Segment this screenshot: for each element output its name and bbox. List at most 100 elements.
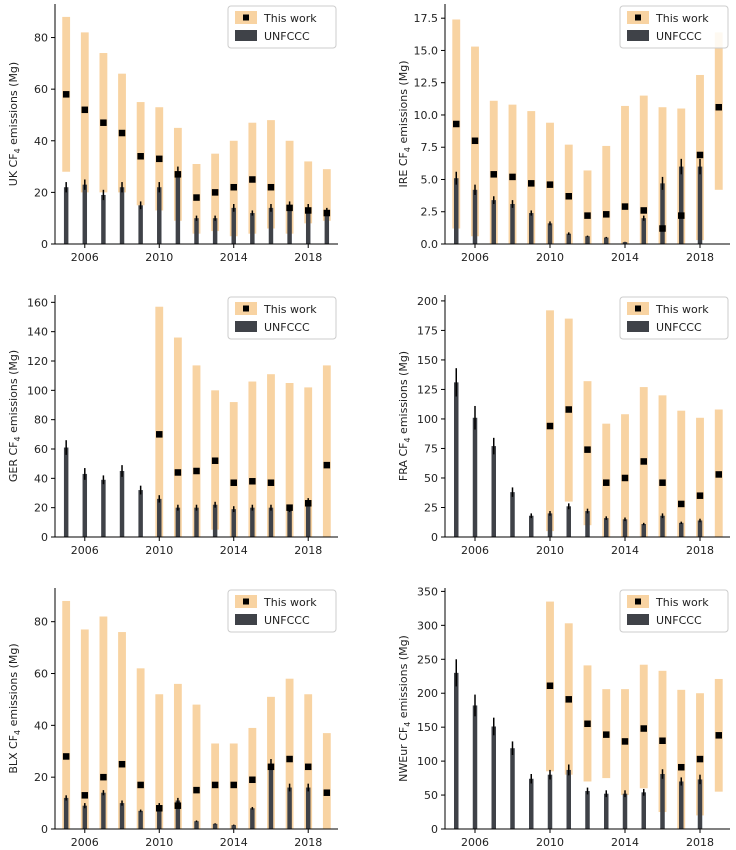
unfccc-bar xyxy=(547,513,553,537)
unfccc-bar xyxy=(585,236,590,244)
x-tick-label: 2006 xyxy=(461,836,489,849)
unfccc-bar xyxy=(212,504,218,537)
y-tick-label: 25 xyxy=(424,501,438,514)
x-tick-label: 2006 xyxy=(461,544,489,557)
legend-work-marker xyxy=(243,598,249,605)
unfccc-bar xyxy=(119,471,125,537)
x-tick-label: 2010 xyxy=(145,836,173,849)
work-marker xyxy=(156,431,163,438)
work-marker xyxy=(267,763,275,771)
work-marker xyxy=(659,225,666,232)
panel-uk: 0 20 40 60 80 2006 2010 2014 2018 UK CF4 emission… xyxy=(7,4,338,264)
x-tick-label: 2014 xyxy=(611,544,639,557)
unfccc-bar xyxy=(287,509,292,537)
range-band xyxy=(583,381,592,526)
unfccc-bar xyxy=(604,793,609,829)
y-tick-label: 75 xyxy=(424,442,438,455)
legend-label-unfccc: UNFCCC xyxy=(264,321,310,334)
x-tick-label: 2018 xyxy=(686,251,714,264)
unfccc-bar xyxy=(679,166,684,244)
work-marker xyxy=(174,171,182,178)
unfccc-bar xyxy=(101,792,106,829)
legend-label-work: This work xyxy=(655,12,709,25)
work-marker xyxy=(211,189,219,196)
work-marker xyxy=(100,119,107,126)
work-marker xyxy=(546,181,554,188)
range-band xyxy=(62,600,71,829)
unfccc-bar xyxy=(641,218,646,244)
unfccc-bar xyxy=(138,205,143,244)
unfccc-bar xyxy=(305,207,311,244)
work-marker xyxy=(267,183,275,191)
work-marker xyxy=(81,106,89,114)
range-band xyxy=(527,111,536,244)
unfccc-bar xyxy=(268,507,274,537)
unfccc-bar xyxy=(231,825,236,829)
unfccc-bar xyxy=(566,769,571,829)
range-band xyxy=(155,694,164,829)
work-marker xyxy=(118,129,126,137)
work-marker xyxy=(715,103,722,111)
y-tick-label: 60 xyxy=(34,668,48,681)
y-tick-label: 150 xyxy=(417,354,438,367)
unfccc-bar xyxy=(231,207,236,244)
x-tick-label: 2010 xyxy=(536,544,564,557)
unfccc-bar xyxy=(697,779,703,829)
unfccc-bar xyxy=(212,823,218,829)
unfccc-bar xyxy=(250,213,255,244)
range-band xyxy=(229,402,238,537)
work-marker xyxy=(211,781,219,789)
unfccc-bar xyxy=(157,805,162,829)
legend-work-marker xyxy=(635,14,641,21)
work-marker xyxy=(304,207,312,214)
work-marker xyxy=(621,738,629,745)
unfccc-bar xyxy=(250,808,255,829)
legend: This work UNFCCC xyxy=(227,296,337,340)
work-marker xyxy=(584,446,591,453)
work-marker xyxy=(640,725,647,732)
unfccc-bar xyxy=(138,490,143,537)
legend-label-unfccc: UNFCCC xyxy=(264,30,310,43)
y-tick-label: 100 xyxy=(417,413,438,426)
unfccc-bar xyxy=(305,787,311,829)
work-marker xyxy=(696,492,704,499)
range-band xyxy=(677,410,686,537)
unfccc-bar xyxy=(250,507,255,537)
unfccc-bar xyxy=(660,515,665,537)
unfccc-bar xyxy=(547,774,553,829)
unfccc-bar xyxy=(194,507,199,537)
unfccc-bar xyxy=(491,726,496,829)
range-band xyxy=(267,120,275,229)
work-marker xyxy=(603,731,610,738)
y-tick-label: 20 xyxy=(34,186,48,199)
unfccc-bar xyxy=(454,382,459,537)
legend-work-marker xyxy=(635,305,641,312)
unfccc-bar xyxy=(547,223,553,244)
work-marker xyxy=(640,207,647,214)
work-marker xyxy=(304,500,312,507)
unfccc-bar xyxy=(454,672,459,829)
y-tick-label: 0 xyxy=(41,531,48,544)
y-tick-label: 300 xyxy=(417,619,438,632)
unfccc-bar xyxy=(194,218,199,244)
unfccc-bar xyxy=(660,183,665,244)
y-tick-label: 80 xyxy=(34,616,48,629)
work-marker xyxy=(621,203,629,210)
legend-unfccc-swatch xyxy=(235,614,257,625)
range-band xyxy=(173,337,182,537)
y-tick-label: 80 xyxy=(34,414,48,427)
x-tick-label: 2014 xyxy=(220,544,248,557)
work-marker xyxy=(156,805,163,812)
unfccc-bar xyxy=(194,821,199,829)
unfccc-bar xyxy=(82,473,88,537)
x-tick-label: 2006 xyxy=(71,544,99,557)
work-marker xyxy=(211,457,219,464)
unfccc-bar xyxy=(529,213,534,244)
y-tick-label: 125 xyxy=(417,383,438,396)
work-marker xyxy=(249,776,256,784)
range-band xyxy=(658,107,667,245)
work-marker xyxy=(584,212,591,219)
work-marker xyxy=(565,406,572,413)
work-marker xyxy=(715,471,722,478)
